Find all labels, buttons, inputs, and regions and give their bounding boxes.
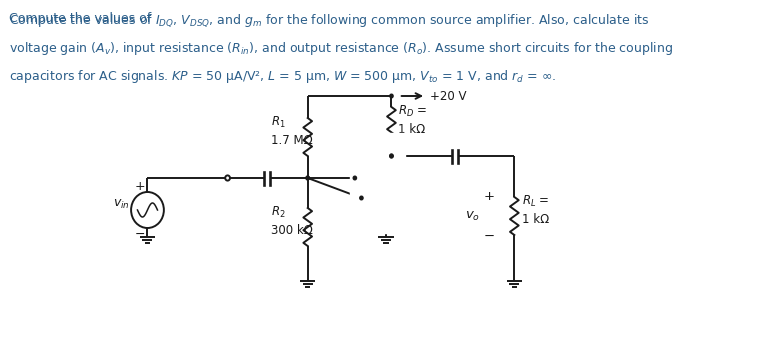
Text: +: + — [135, 179, 145, 193]
Text: Compute the values of: Compute the values of — [9, 12, 155, 25]
Text: +: + — [483, 190, 494, 202]
Circle shape — [390, 94, 393, 98]
Circle shape — [390, 154, 393, 158]
Circle shape — [360, 196, 363, 200]
Text: −: − — [483, 230, 494, 242]
Text: $v_o$: $v_o$ — [465, 210, 480, 222]
Bar — [350, 133, 405, 233]
Text: +20 V: +20 V — [430, 90, 466, 102]
Circle shape — [354, 176, 357, 180]
Text: −: − — [135, 227, 145, 241]
Text: $R_1$
1.7 MΩ: $R_1$ 1.7 MΩ — [271, 115, 313, 147]
Text: $R_2$
300 kΩ: $R_2$ 300 kΩ — [271, 205, 313, 237]
Text: $R_D$ =
1 kΩ: $R_D$ = 1 kΩ — [398, 104, 427, 136]
Text: Compute the values of $I_{DQ}$, $V_{DSQ}$, and $g_m$ for the following common so: Compute the values of $I_{DQ}$, $V_{DSQ}… — [9, 12, 650, 29]
Circle shape — [306, 176, 309, 180]
Bar — [350, 148, 401, 163]
Text: capacitors for AC signals. $KP$ = 50 μA/V², $L$ = 5 μm, $W$ = 500 μm, $V_{to}$ =: capacitors for AC signals. $KP$ = 50 μA/… — [9, 68, 556, 85]
Text: $R_L$ =
1 kΩ: $R_L$ = 1 kΩ — [521, 194, 549, 226]
Circle shape — [390, 154, 393, 158]
Circle shape — [306, 176, 309, 180]
Text: voltage gain ($A_v$), input resistance ($R_{in}$), and output resistance ($R_o$): voltage gain ($A_v$), input resistance (… — [9, 40, 673, 57]
Text: $v_{in}$: $v_{in}$ — [113, 197, 130, 211]
